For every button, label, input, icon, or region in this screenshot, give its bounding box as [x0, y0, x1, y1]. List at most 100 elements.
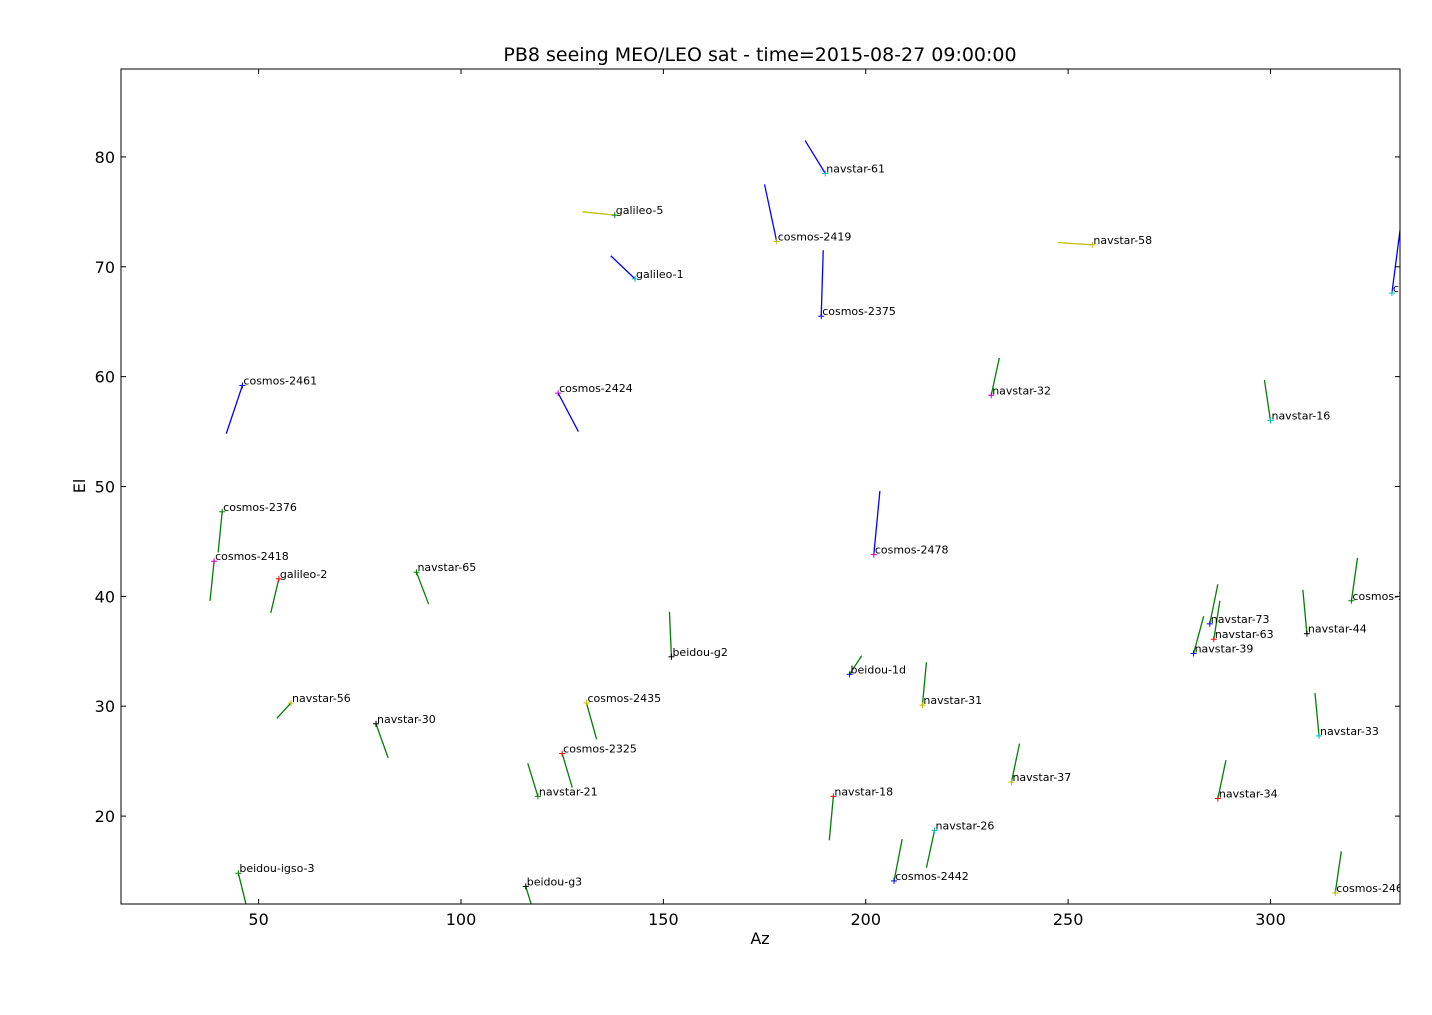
x-tick-label: 100	[446, 910, 477, 929]
marker-navstar-63	[1210, 636, 1217, 643]
marker-cosmos-2461	[239, 382, 246, 389]
x-tick-label: 150	[648, 910, 679, 929]
track-beidou-g3	[525, 886, 532, 904]
marker-cosmos-2435	[583, 699, 590, 706]
satellite-tracks	[209, 140, 1400, 904]
marker-navstar-39	[1190, 650, 1197, 657]
track-navstar-21	[527, 763, 539, 797]
label-navstar-37: navstar-37	[1012, 771, 1071, 784]
track-navstar-33	[1314, 692, 1320, 736]
marker-cosmos-2376	[219, 508, 226, 515]
satellite-markers	[211, 170, 1395, 897]
track-cosmos-2424	[557, 392, 579, 432]
x-axis-ticks: 50 100 150 200 250 300	[248, 69, 1286, 929]
label-cosmos-2424: cosmos-2424	[559, 382, 633, 395]
x-axis-label: Az	[750, 929, 769, 948]
marker-cosmos-2375	[818, 313, 825, 320]
y-axis-label: El	[70, 479, 89, 494]
track-cosmos-2325	[561, 753, 573, 788]
label-navstar-58: navstar-58	[1093, 234, 1152, 247]
marker-cosmos-2424	[555, 390, 562, 397]
track-navstar-56	[276, 702, 292, 719]
marker-navstar-34	[1214, 795, 1221, 802]
track-navstar-63	[1213, 600, 1221, 640]
label-navstar-44: navstar-44	[1308, 623, 1367, 636]
marker-cosmos-2442	[891, 877, 898, 884]
label-navstar-39: navstar-39	[1195, 643, 1254, 656]
label-cosmos-2478: cosmos-2478	[875, 544, 949, 557]
track-navstar-34	[1217, 759, 1227, 799]
marker-galileo-5	[611, 212, 618, 219]
label-galileo-1: galileo-1	[636, 268, 684, 281]
track-cosmos-2375	[820, 250, 824, 317]
marker-navstar-16	[1267, 417, 1274, 424]
y-tick-label: 40	[95, 587, 115, 606]
track-navstar-37	[1010, 743, 1021, 783]
label-galileo-5: galileo-5	[616, 204, 664, 217]
label-cosmos-2324: cosmos-2324	[1352, 590, 1426, 603]
label-galileo-2: galileo-2	[280, 568, 328, 581]
x-tick-label: 250	[1053, 910, 1084, 929]
y-tick-label: 30	[95, 697, 115, 716]
marker-navstar-73	[1206, 620, 1213, 627]
track-cosmos-2324	[1350, 557, 1359, 601]
label-navstar-63: navstar-63	[1215, 628, 1274, 641]
label-navstar-18: navstar-18	[834, 785, 893, 798]
marker-cosmos-2325	[559, 750, 566, 757]
track-navstar-30	[375, 723, 389, 759]
marker-beidou-g3	[522, 883, 529, 890]
marker-cosmos-2418	[211, 558, 218, 565]
track-navstar-44	[1302, 589, 1308, 634]
x-tick-label: 200	[850, 910, 881, 929]
track-cosmos-2478	[873, 490, 881, 555]
marker-cosmos-2419	[773, 238, 780, 245]
track-navstar-18	[828, 796, 835, 841]
track-cosmos-2442	[893, 839, 903, 882]
marker-cosmos	[1388, 290, 1395, 297]
marker-cosmos-2464	[1332, 890, 1339, 897]
label-beidou-g2: beidou-g2	[672, 646, 727, 659]
label-navstar-61: navstar-61	[826, 162, 885, 175]
marker-beidou-1d	[846, 671, 853, 678]
label-cosmos-2461: cosmos-2461	[243, 374, 317, 387]
label-beidou-g3: beidou-g3	[527, 875, 582, 888]
marker-navstar-33	[1316, 732, 1323, 739]
y-axis-ticks: 20 30 40 50 60 70 80	[95, 148, 1400, 826]
track-navstar-58	[1057, 241, 1093, 246]
track-navstar-73	[1209, 584, 1219, 624]
label-navstar-34: navstar-34	[1219, 788, 1278, 801]
label-navstar-21: navstar-21	[539, 785, 598, 798]
label-cosmos-2375: cosmos-2375	[822, 305, 896, 318]
track-navstar-39	[1192, 615, 1205, 654]
marker-navstar-65	[413, 569, 420, 576]
y-tick-label: 70	[95, 258, 115, 277]
label-navstar-30: navstar-30	[377, 713, 436, 726]
marker-navstar-18	[830, 793, 837, 800]
chart-title: PB8 seeing MEO/LEO sat - time=2015-08-27…	[503, 44, 1016, 66]
label-navstar-73: navstar-73	[1211, 613, 1270, 626]
label-navstar-26: navstar-26	[936, 819, 995, 832]
track-navstar-26	[925, 830, 936, 868]
label-beidou-igso-3: beidou-igso-3	[239, 862, 314, 875]
label-beidou-1d: beidou-1d	[851, 663, 906, 676]
marker-beidou-igso-3	[235, 870, 242, 877]
marker-galileo-2	[275, 575, 282, 582]
plot-frame	[120, 68, 1401, 905]
track-galileo-5	[582, 211, 615, 216]
track-cosmos-2376	[217, 511, 223, 553]
marker-navstar-31	[919, 702, 926, 709]
label-cosmos-2464: cosmos-2464	[1336, 882, 1410, 895]
track-cosmos-2461	[225, 385, 244, 434]
label-navstar-31: navstar-31	[923, 694, 982, 707]
label-navstar-16: navstar-16	[1271, 410, 1330, 423]
track-cosmos-2418	[209, 561, 215, 601]
label-navstar-32: navstar-32	[992, 384, 1051, 397]
track-cosmos-2435	[585, 702, 598, 740]
track-navstar-32	[990, 357, 1000, 396]
marker-navstar-37	[1008, 779, 1015, 786]
label-navstar-65: navstar-65	[417, 561, 476, 574]
track-cosmos-2464	[1334, 851, 1342, 894]
marker-navstar-61	[822, 170, 829, 177]
label-cosmos-2418: cosmos-2418	[215, 550, 289, 563]
